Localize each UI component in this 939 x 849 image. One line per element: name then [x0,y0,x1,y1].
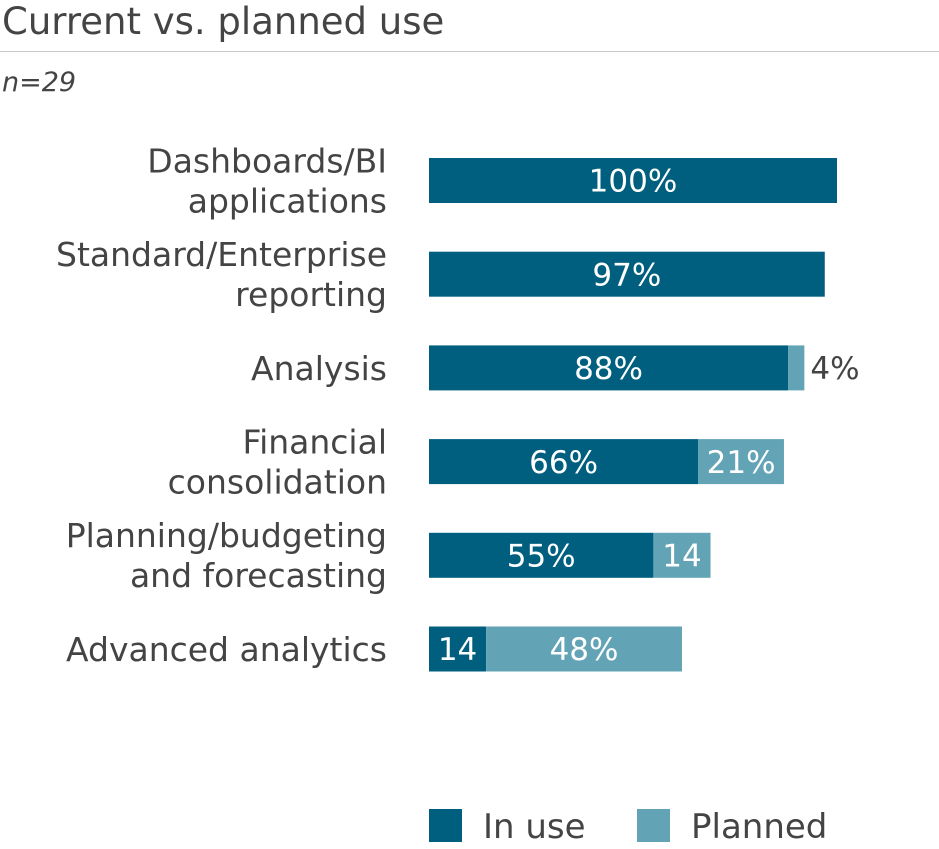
chart-subtitle: n=29 [2,67,77,98]
category-label: Advanced analytics [66,630,387,669]
value-label-in-use: 55% [507,538,576,574]
category-label: Dashboards/BI applications [147,141,387,220]
value-label-in-use: 14 [438,632,477,668]
category-label-line: applications [188,181,387,220]
bar-planned [486,626,682,672]
title-divider [0,51,939,52]
value-label-in-use: 100% [589,164,678,200]
legend-planned-label: Planned [691,807,827,847]
legend: In use Planned [429,807,827,847]
category-label-line: Planning/budgeting [66,516,387,555]
category-label-line: Analysis [251,349,387,388]
bar-in-use [429,626,487,672]
legend-planned-swatch [637,809,670,842]
category-label-line: Dashboards/BI [147,141,387,180]
category-label-line: Advanced analytics [66,630,387,669]
category-label-line: Standard/Enterprise [56,235,387,274]
value-label-in-use: 88% [574,351,643,387]
value-label-in-use: 97% [592,257,661,293]
category-label: Planning/budgeting and forecasting [66,516,387,595]
value-label-planned: 4% [810,351,859,387]
value-label-planned: 48% [550,632,619,668]
value-label-planned: 21% [707,445,776,481]
bar-in-use [429,251,825,297]
category-label: Standard/Enterprise reporting [56,235,387,314]
category-labels: Dashboards/BI applications Standard/Enterp… [56,141,387,669]
legend-in-use-swatch [429,809,462,842]
category-label-line: and forecasting [130,556,387,595]
bar-in-use [429,158,837,203]
bar-in-use [429,439,699,485]
bar-in-use [429,532,654,578]
category-label-line: reporting [235,275,387,314]
legend-in-use-label: In use [483,807,586,847]
bar-planned [788,345,805,391]
value-labels: 100% 97% 88% 4% 66% 21% 55% 14 14 48% [438,164,860,668]
category-label: Analysis [251,349,387,388]
bar-planned [653,532,711,578]
category-label-line: Financial [242,422,387,461]
chart-title: Current vs. planned use [2,0,445,43]
category-label: Financial consolidation [168,422,387,501]
bar-in-use [429,345,789,391]
value-label-in-use: 66% [529,445,598,481]
value-label-planned: 14 [662,538,701,574]
category-label-line: consolidation [168,462,387,501]
bars [429,158,837,672]
bar-planned [698,439,784,485]
